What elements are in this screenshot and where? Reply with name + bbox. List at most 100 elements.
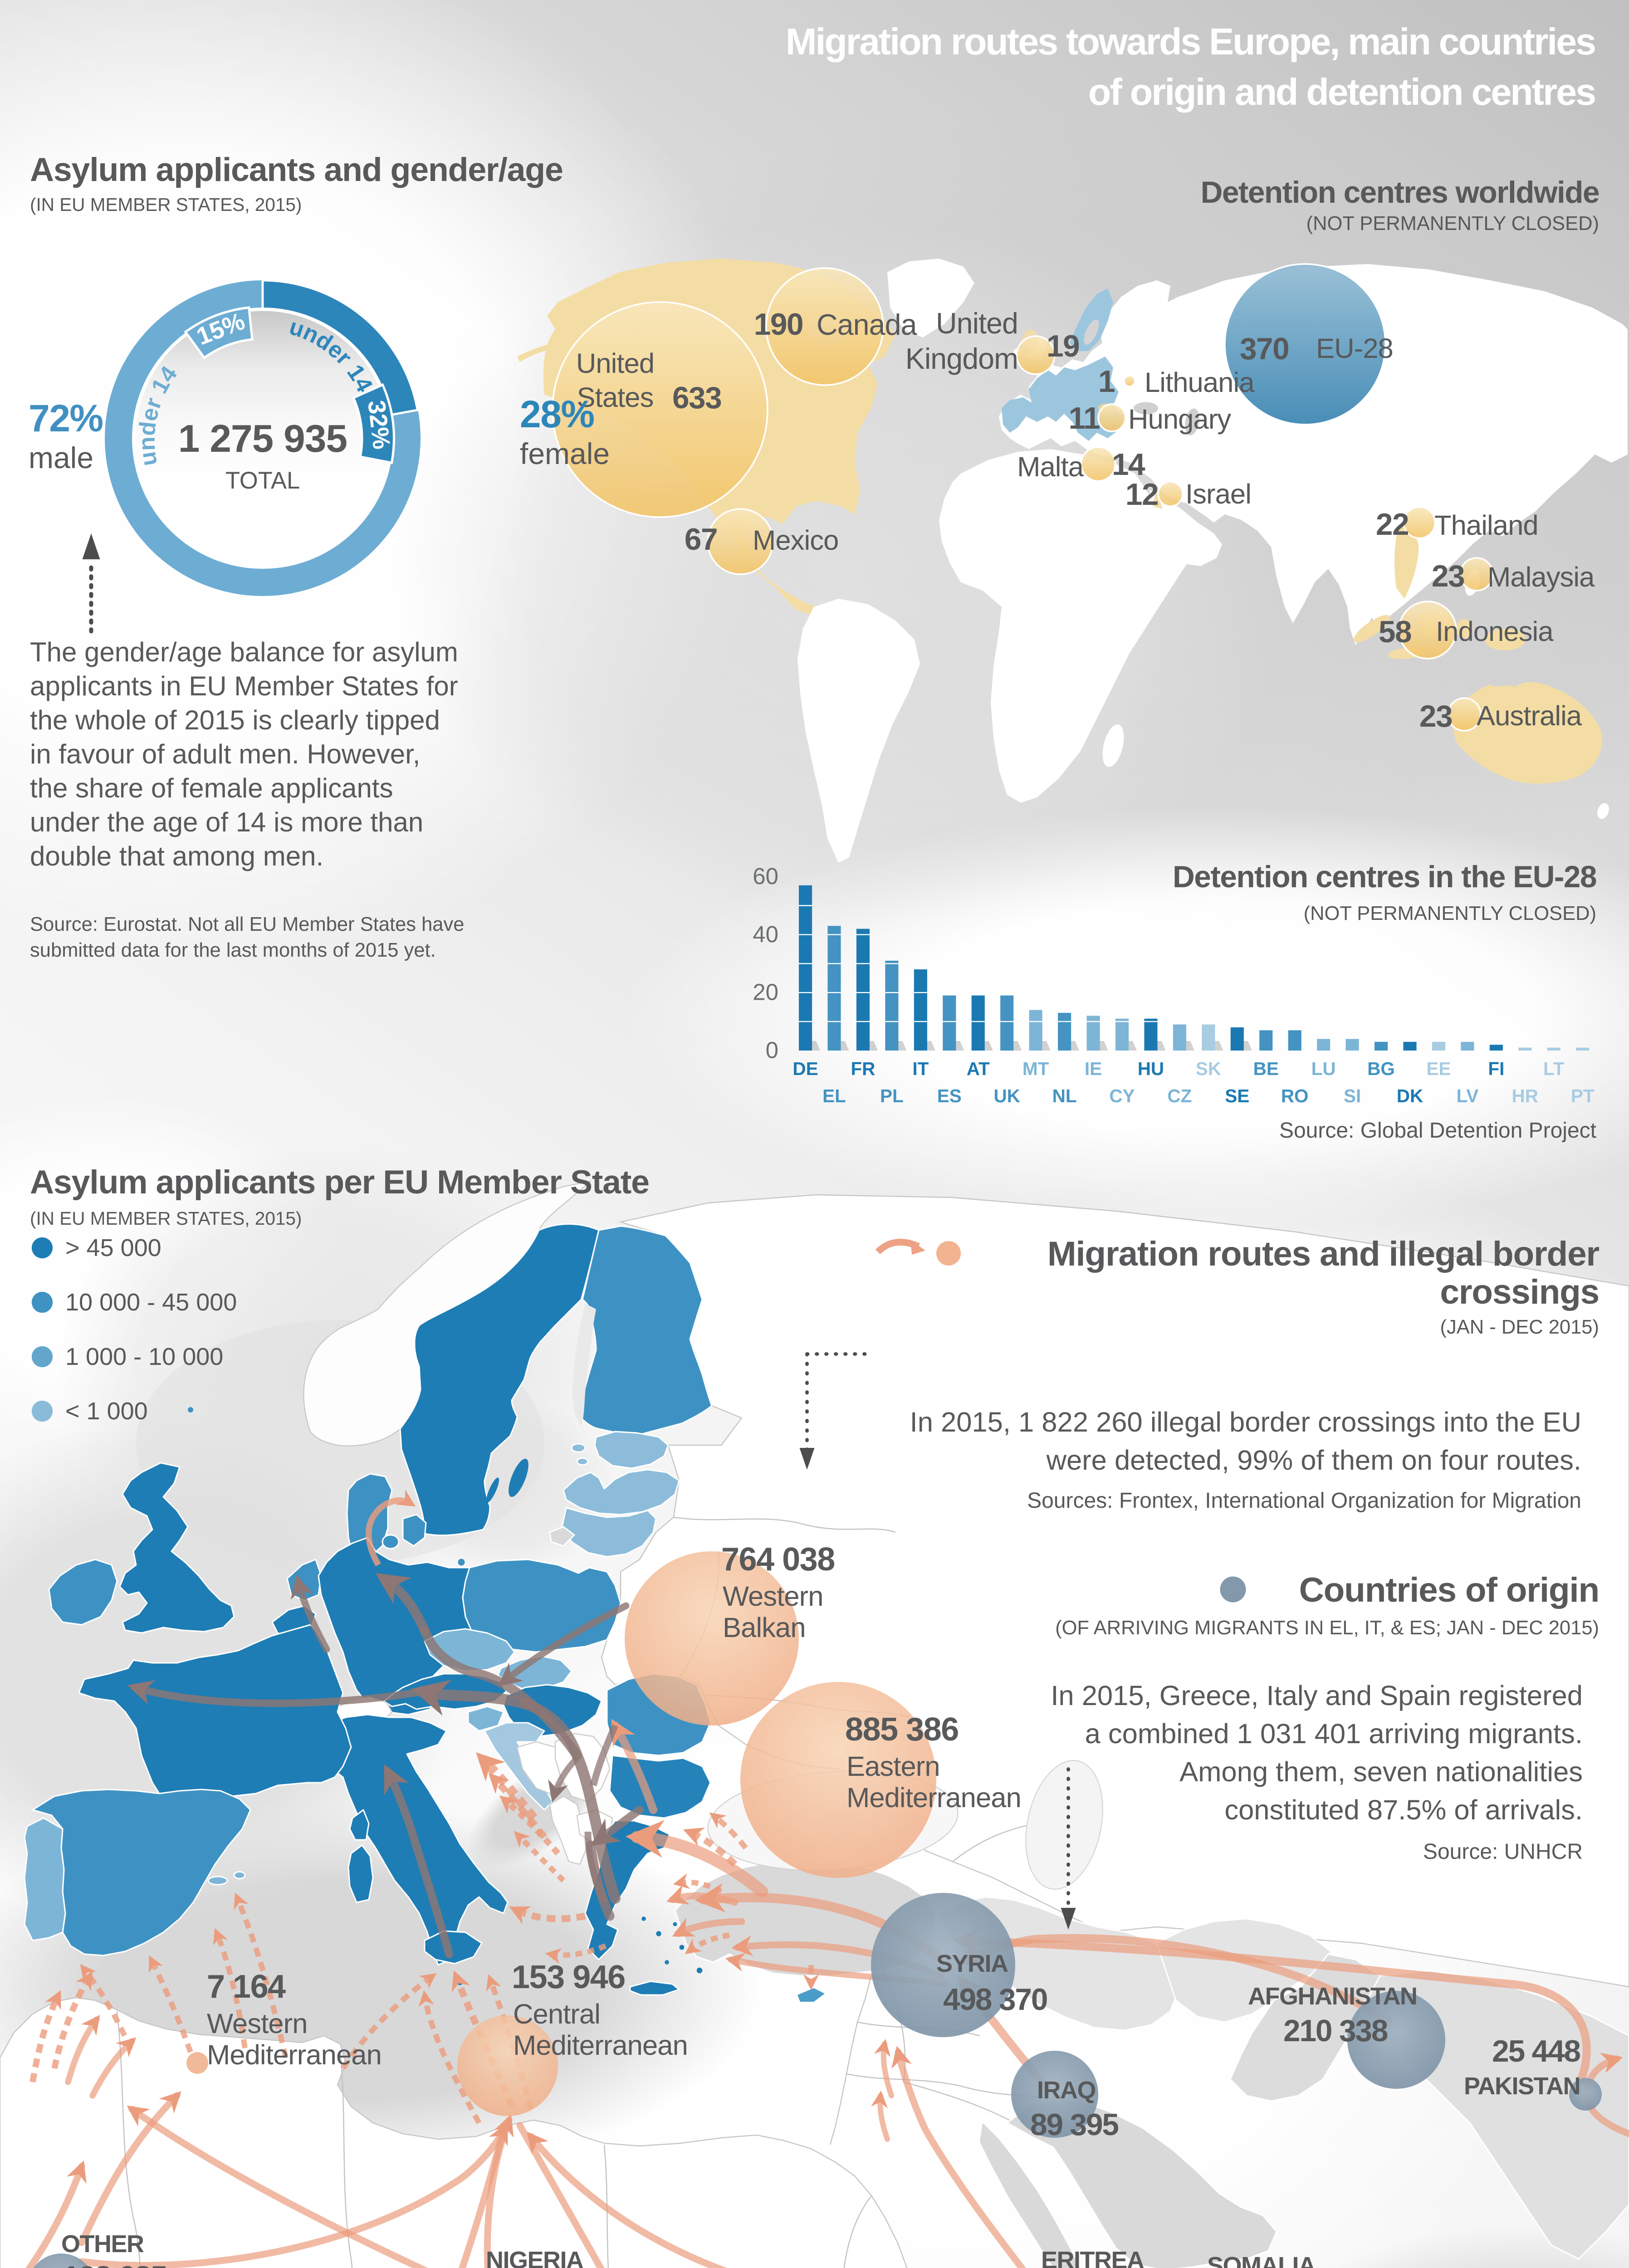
svg-text:States: States xyxy=(577,382,654,413)
svg-text:In 2015, 1 822 260 illegal bor: In 2015, 1 822 260 illegal border crossi… xyxy=(910,1407,1581,1438)
svg-text:the share of female applicants: the share of female applicants xyxy=(30,773,393,803)
svg-text:NL: NL xyxy=(1052,1085,1077,1106)
svg-text:1 275 935: 1 275 935 xyxy=(178,417,347,460)
svg-text:Countries of origin: Countries of origin xyxy=(1299,1571,1599,1609)
svg-text:PL: PL xyxy=(880,1085,904,1106)
svg-text:7 164: 7 164 xyxy=(207,1969,286,2005)
svg-text:submitted data for the last mo: submitted data for the last months of 20… xyxy=(30,939,436,961)
svg-text:IRAQ: IRAQ xyxy=(1037,2077,1096,2104)
svg-text:Western: Western xyxy=(207,2008,308,2039)
svg-text:Mexico: Mexico xyxy=(753,525,838,556)
svg-text:210 338: 210 338 xyxy=(1283,2014,1388,2048)
svg-text:22: 22 xyxy=(1376,508,1409,542)
svg-text:Detention centres worldwide: Detention centres worldwide xyxy=(1201,176,1599,210)
svg-text:EE: EE xyxy=(1426,1058,1451,1079)
svg-text:Balkan: Balkan xyxy=(723,1612,806,1643)
svg-text:89 395: 89 395 xyxy=(1030,2108,1118,2142)
svg-text:1 000 - 10 000: 1 000 - 10 000 xyxy=(65,1343,223,1370)
svg-text:Mediterranean: Mediterranean xyxy=(513,2030,688,2061)
svg-text:HR: HR xyxy=(1512,1085,1539,1106)
svg-text:In 2015, Greece, Italy and Spa: In 2015, Greece, Italy and Spain registe… xyxy=(1051,1680,1583,1711)
svg-text:Migration routes and illegal b: Migration routes and illegal border xyxy=(1047,1235,1600,1273)
svg-text:> 45 000: > 45 000 xyxy=(65,1234,161,1261)
svg-text:Malta: Malta xyxy=(1017,451,1084,483)
svg-text:Australia: Australia xyxy=(1477,700,1582,732)
svg-text:Hungary: Hungary xyxy=(1128,404,1231,435)
svg-text:Mediterranean: Mediterranean xyxy=(207,2039,382,2071)
svg-text:FI: FI xyxy=(1488,1058,1504,1079)
svg-text:370: 370 xyxy=(1240,332,1289,366)
svg-text:Kingdom: Kingdom xyxy=(905,342,1018,375)
svg-text:28%: 28% xyxy=(520,393,594,435)
svg-text:AT: AT xyxy=(967,1058,990,1079)
svg-text:CY: CY xyxy=(1109,1085,1135,1106)
svg-text:in favour of adult men. Howeve: in favour of adult men. However, xyxy=(30,739,420,769)
svg-text:female: female xyxy=(520,437,610,470)
svg-text:PT: PT xyxy=(1571,1085,1595,1106)
svg-text:the whole of 2015 is clearly t: the whole of 2015 is clearly tipped xyxy=(30,705,440,735)
svg-text:The gender/age balance for asy: The gender/age balance for asylum xyxy=(30,637,458,667)
svg-text:SE: SE xyxy=(1225,1085,1249,1106)
svg-text:SI: SI xyxy=(1344,1085,1361,1106)
svg-text:EU-28: EU-28 xyxy=(1316,333,1393,364)
svg-text:EL: EL xyxy=(822,1085,846,1106)
svg-text:Sources: Frontex, Internationa: Sources: Frontex, International Organiza… xyxy=(1027,1489,1581,1513)
svg-text:NIGERIA: NIGERIA xyxy=(486,2247,583,2268)
svg-text:AFGHANISTAN: AFGHANISTAN xyxy=(1248,1983,1417,2010)
svg-text:United: United xyxy=(936,307,1018,340)
svg-text:Israel: Israel xyxy=(1185,479,1251,510)
svg-text:ERITREA: ERITREA xyxy=(1041,2247,1144,2268)
svg-text:Canada: Canada xyxy=(817,308,917,341)
svg-text:RO: RO xyxy=(1281,1085,1309,1106)
svg-text:32%: 32% xyxy=(362,399,395,450)
svg-text:BE: BE xyxy=(1253,1058,1279,1079)
svg-text:Asylum applicants and gender/a: Asylum applicants and gender/age xyxy=(30,151,563,188)
svg-text:23: 23 xyxy=(1419,699,1452,733)
svg-text:Indonesia: Indonesia xyxy=(1436,616,1554,647)
svg-text:58: 58 xyxy=(1379,615,1411,649)
svg-text:Malaysia: Malaysia xyxy=(1487,562,1595,593)
svg-text:Thailand: Thailand xyxy=(1434,510,1538,541)
svg-text:LT: LT xyxy=(1543,1058,1565,1079)
svg-text:633: 633 xyxy=(672,381,721,415)
svg-text:Western: Western xyxy=(723,1581,823,1612)
svg-text:25 448: 25 448 xyxy=(1492,2034,1580,2068)
svg-text:were detected, 99% of them on: were detected, 99% of them on four route… xyxy=(1046,1445,1581,1476)
svg-text:67: 67 xyxy=(685,523,717,557)
svg-text:764 038: 764 038 xyxy=(721,1541,835,1578)
svg-text:Source: Eurostat. Not all EU M: Source: Eurostat. Not all EU Member Stat… xyxy=(30,914,464,935)
svg-text:HU: HU xyxy=(1138,1058,1164,1079)
svg-text:IE: IE xyxy=(1085,1058,1102,1079)
svg-text:Eastern: Eastern xyxy=(846,1751,940,1782)
svg-text:Migration routes towards Europ: Migration routes towards Europe, main co… xyxy=(786,21,1595,63)
svg-text:Source: UNHCR: Source: UNHCR xyxy=(1423,1840,1583,1864)
svg-text:20: 20 xyxy=(753,979,778,1005)
svg-text:1: 1 xyxy=(1098,365,1115,399)
svg-text:10 000 - 45 000: 10 000 - 45 000 xyxy=(65,1289,237,1316)
svg-text:190: 190 xyxy=(754,308,803,342)
svg-text:PAKISTAN: PAKISTAN xyxy=(1464,2072,1580,2100)
svg-text:498 370: 498 370 xyxy=(943,1983,1047,2017)
svg-text:Detention centres in the EU-28: Detention centres in the EU-28 xyxy=(1173,860,1596,894)
svg-text:double that among men.: double that among men. xyxy=(30,841,323,871)
svg-text:of origin and detention centre: of origin and detention centres xyxy=(1088,71,1595,113)
svg-text:under the age of 14 is more th: under the age of 14 is more than xyxy=(30,807,423,837)
svg-text:(JAN - DEC 2015): (JAN - DEC 2015) xyxy=(1440,1316,1599,1338)
svg-text:23: 23 xyxy=(1432,559,1464,593)
svg-text:< 1 000: < 1 000 xyxy=(65,1398,148,1425)
svg-text:14: 14 xyxy=(1112,448,1145,482)
svg-text:Source: Global Detention Proje: Source: Global Detention Project xyxy=(1279,1119,1596,1143)
svg-text:CZ: CZ xyxy=(1167,1085,1192,1106)
svg-text:SK: SK xyxy=(1196,1058,1221,1079)
svg-text:72%: 72% xyxy=(29,397,103,440)
svg-text:Mediterranean: Mediterranean xyxy=(846,1782,1021,1813)
svg-text:Asylum applicants per EU Membe: Asylum applicants per EU Member State xyxy=(30,1163,649,1201)
svg-text:applicants in EU Member States: applicants in EU Member States for xyxy=(30,671,458,701)
svg-text:60: 60 xyxy=(753,863,778,889)
svg-text:(OF ARRIVING MIGRANTS IN EL, I: (OF ARRIVING MIGRANTS IN EL, IT, & ES; J… xyxy=(1055,1617,1599,1639)
svg-text:a combined 1 031 401 arriving: a combined 1 031 401 arriving migrants. xyxy=(1085,1718,1583,1750)
svg-text:ES: ES xyxy=(937,1085,962,1106)
svg-text:Lithuania: Lithuania xyxy=(1145,367,1255,398)
svg-text:153 946: 153 946 xyxy=(512,1959,625,1995)
svg-text:19: 19 xyxy=(1047,329,1079,363)
